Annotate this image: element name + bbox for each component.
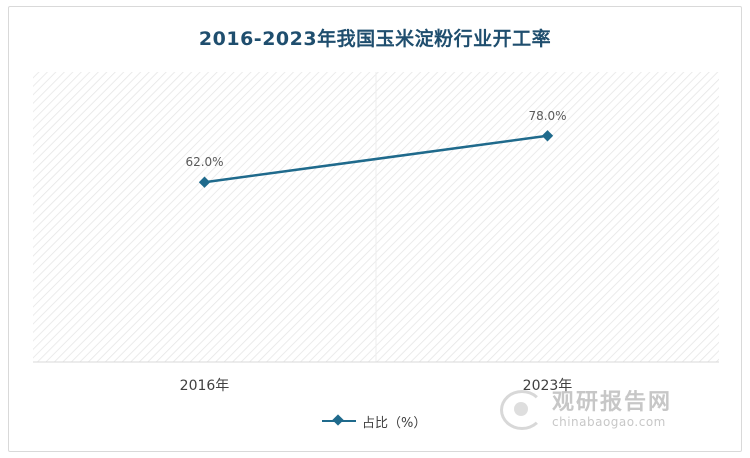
data-point-marker xyxy=(198,176,211,188)
data-label: 62.0% xyxy=(185,155,223,169)
x-tick-label: 2016年 xyxy=(180,378,230,394)
watermark-logo-icon xyxy=(500,390,544,430)
data-label: 78.0% xyxy=(528,109,566,123)
legend-label: 占比（%） xyxy=(362,415,427,431)
legend-line-marker-icon xyxy=(322,414,356,428)
watermark-en-text: chinabaogao.com xyxy=(552,414,666,429)
x-tick-label: 2023年 xyxy=(523,378,573,394)
data-point-marker xyxy=(541,130,554,142)
watermark: 观研报告网 chinabaogao.com xyxy=(500,385,730,435)
legend: 占比（%） xyxy=(322,411,426,431)
chart-title: 2016-2023年我国玉米淀粉行业开工率 xyxy=(198,28,552,50)
watermark-cn-text: 观研报告网 xyxy=(552,390,673,416)
series-line xyxy=(204,134,548,184)
